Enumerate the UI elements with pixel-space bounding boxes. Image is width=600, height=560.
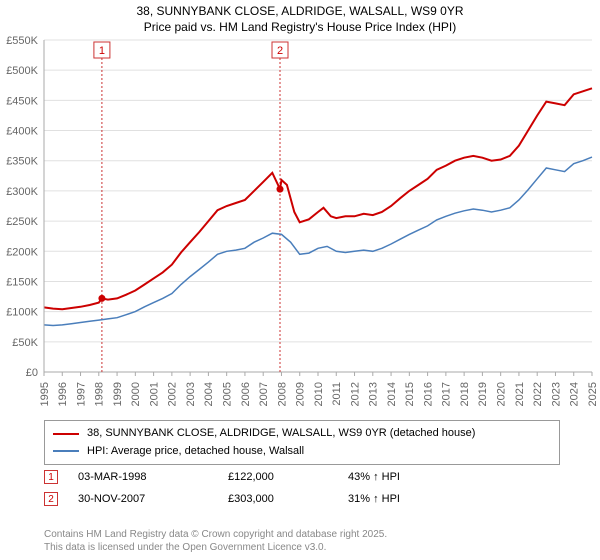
chart-svg: £0 £50K £100K £150K £200K £250K £300K £350K £400… (0, 36, 600, 416)
legend-row-2: HPI: Average price, detached house, Wals… (53, 443, 551, 461)
svg-text:2004: 2004 (203, 382, 215, 406)
svg-text:1998: 1998 (94, 382, 106, 406)
svg-text:1997: 1997 (75, 382, 87, 406)
svg-text:2000: 2000 (130, 382, 142, 406)
svg-text:2024: 2024 (569, 382, 581, 406)
svg-text:2: 2 (277, 45, 283, 57)
svg-text:2003: 2003 (185, 382, 197, 406)
svg-text:2022: 2022 (532, 382, 544, 406)
svg-text:£500K: £500K (6, 65, 38, 77)
svg-text:2020: 2020 (496, 382, 508, 406)
sale-hpi-1: 43% ↑ HPI (348, 471, 400, 483)
svg-text:£200K: £200K (6, 246, 38, 258)
svg-text:2009: 2009 (295, 382, 307, 406)
svg-text:2013: 2013 (368, 382, 380, 406)
sale-marker-1: 1 (44, 470, 58, 484)
svg-text:2002: 2002 (167, 382, 179, 406)
svg-text:2005: 2005 (222, 382, 234, 406)
chart-title: 38, SUNNYBANK CLOSE, ALDRIDGE, WALSALL, … (0, 0, 600, 35)
sales-row-1: 1 03-MAR-1998 £122,000 43% ↑ HPI (44, 466, 560, 488)
svg-text:2012: 2012 (349, 382, 361, 406)
sale-hpi-2: 31% ↑ HPI (348, 493, 400, 505)
svg-text:£100K: £100K (6, 307, 38, 319)
title-line-1: 38, SUNNYBANK CLOSE, ALDRIDGE, WALSALL, … (0, 4, 600, 20)
svg-text:1: 1 (99, 45, 105, 57)
svg-text:2017: 2017 (441, 382, 453, 406)
svg-text:1996: 1996 (57, 382, 69, 406)
legend-row-1: 38, SUNNYBANK CLOSE, ALDRIDGE, WALSALL, … (53, 425, 551, 443)
svg-text:2018: 2018 (459, 382, 471, 406)
sale-date-1: 03-MAR-1998 (78, 471, 228, 483)
svg-text:£400K: £400K (6, 126, 38, 138)
svg-text:2019: 2019 (477, 382, 489, 406)
sale-price-2: £303,000 (228, 493, 348, 505)
svg-text:2025: 2025 (587, 382, 599, 406)
svg-text:£250K: £250K (6, 216, 38, 228)
svg-text:2016: 2016 (422, 382, 434, 406)
svg-text:2006: 2006 (240, 382, 252, 406)
sale-price-1: £122,000 (228, 471, 348, 483)
svg-text:2007: 2007 (258, 382, 270, 406)
legend-label-1: 38, SUNNYBANK CLOSE, ALDRIDGE, WALSALL, … (87, 425, 475, 443)
chart-area: £0 £50K £100K £150K £200K £250K £300K £350K £400… (0, 36, 600, 416)
svg-text:2021: 2021 (514, 382, 526, 406)
svg-text:1999: 1999 (112, 382, 124, 406)
sales-table: 1 03-MAR-1998 £122,000 43% ↑ HPI 2 30-NO… (44, 466, 560, 510)
legend-swatch-1 (53, 433, 79, 435)
footer: Contains HM Land Registry data © Crown c… (44, 528, 387, 554)
footer-line-2: This data is licensed under the Open Gov… (44, 541, 387, 554)
svg-text:2008: 2008 (276, 382, 288, 406)
legend-swatch-2 (53, 450, 79, 452)
svg-text:2011: 2011 (331, 382, 343, 406)
footer-line-1: Contains HM Land Registry data © Crown c… (44, 528, 387, 541)
legend-label-2: HPI: Average price, detached house, Wals… (87, 443, 304, 461)
title-line-2: Price paid vs. HM Land Registry's House … (0, 20, 600, 36)
svg-text:£350K: £350K (6, 156, 38, 168)
sale-marker-2: 2 (44, 492, 58, 506)
svg-text:£0: £0 (26, 367, 38, 379)
svg-text:£150K: £150K (6, 276, 38, 288)
svg-text:2023: 2023 (550, 382, 562, 406)
sale-date-2: 30-NOV-2007 (78, 493, 228, 505)
svg-text:£50K: £50K (12, 337, 38, 349)
legend: 38, SUNNYBANK CLOSE, ALDRIDGE, WALSALL, … (44, 420, 560, 465)
chart-container: 38, SUNNYBANK CLOSE, ALDRIDGE, WALSALL, … (0, 0, 600, 560)
svg-text:2015: 2015 (404, 382, 416, 406)
svg-text:1995: 1995 (39, 382, 51, 406)
svg-text:£550K: £550K (6, 36, 38, 47)
svg-text:2001: 2001 (148, 382, 160, 406)
svg-text:2014: 2014 (386, 382, 398, 406)
sales-row-2: 2 30-NOV-2007 £303,000 31% ↑ HPI (44, 488, 560, 510)
svg-text:£450K: £450K (6, 95, 38, 107)
svg-text:£300K: £300K (6, 186, 38, 198)
svg-text:2010: 2010 (313, 382, 325, 406)
